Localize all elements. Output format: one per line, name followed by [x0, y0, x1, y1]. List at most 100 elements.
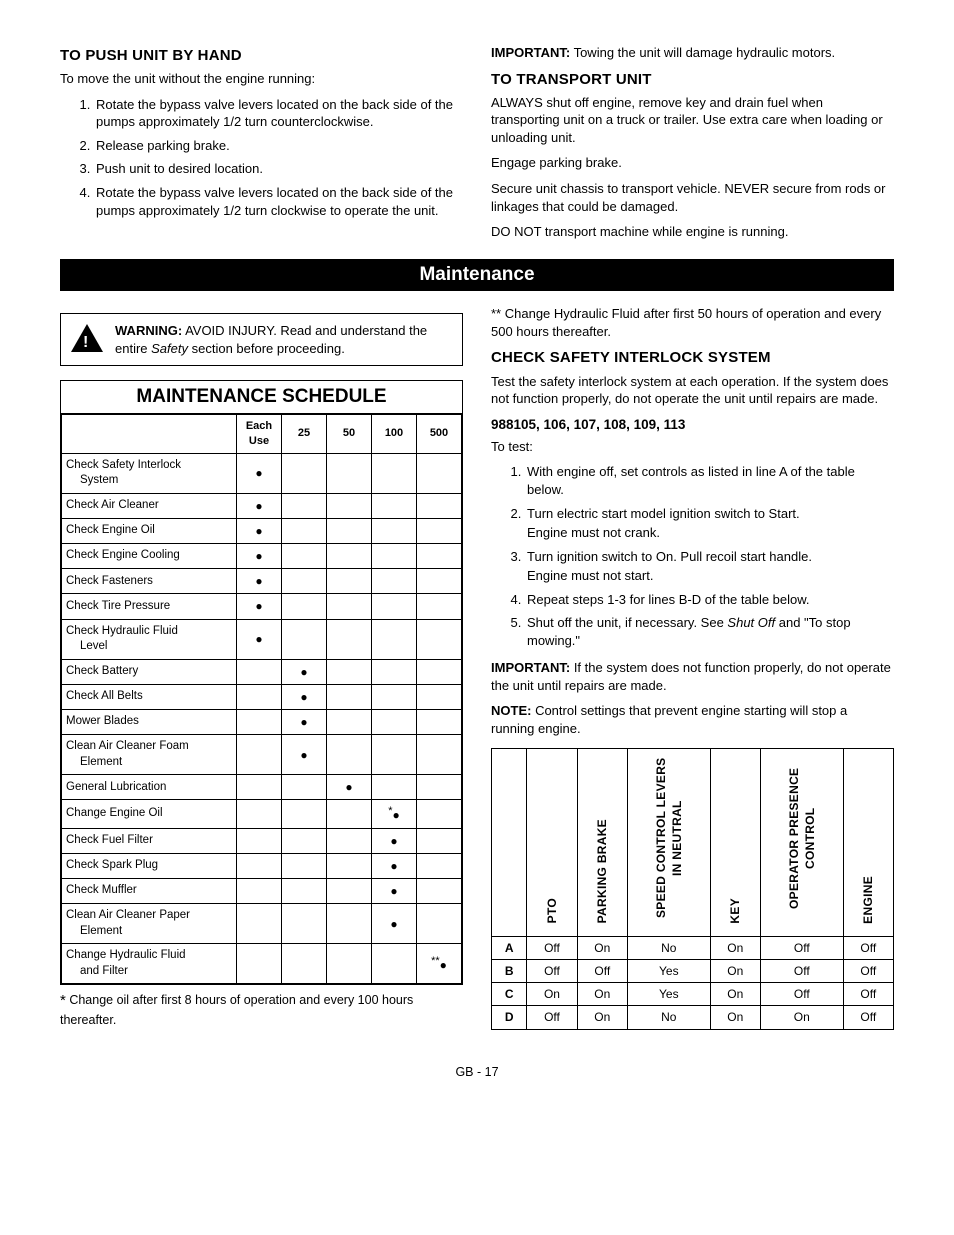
schedule-mark [327, 684, 372, 709]
step-text: Repeat steps 1-3 for lines B-D of the ta… [527, 592, 810, 607]
schedule-mark: ● [237, 594, 282, 619]
schedule-mark [237, 904, 282, 944]
sched-head: 25 [282, 415, 327, 454]
interlock-cell: Off [843, 1006, 893, 1029]
schedule-mark [237, 879, 282, 904]
schedule-row: Change Hydraulic Fluidand Filter**● [62, 944, 462, 984]
warning-text: WARNING: AVOID INJURY. Read and understa… [115, 322, 452, 357]
interlock-cell: On [710, 959, 760, 982]
interlock-head: ENGINE [843, 748, 893, 936]
step-text: Turn electric start model ignition switc… [527, 506, 800, 521]
schedule-mark [282, 544, 327, 569]
interlock-cell: Off [760, 983, 843, 1006]
schedule-mark [282, 569, 327, 594]
interlock-cell: On [527, 983, 577, 1006]
interlock-step: With engine off, set controls as listed … [525, 463, 894, 498]
important-label: IMPORTANT: [491, 660, 570, 675]
schedule-mark [282, 775, 327, 800]
schedule-row: Check All Belts ● [62, 684, 462, 709]
interlock-heading: CHECK SAFETY INTERLOCK SYSTEM [491, 348, 894, 368]
schedule-mark [327, 453, 372, 493]
schedule-mark [282, 518, 327, 543]
interlock-cell: On [577, 1006, 627, 1029]
schedule-mark: ● [372, 904, 417, 944]
schedule-item: Change Engine Oil [62, 800, 237, 828]
schedule-item: Check Engine Oil [62, 518, 237, 543]
schedule-mark [417, 493, 462, 518]
sched-head: 100 [372, 415, 417, 454]
push-unit-intro: To move the unit without the engine runn… [60, 70, 463, 88]
schedule-mark [282, 853, 327, 878]
interlock-head: PARKING BRAKE [577, 748, 627, 936]
schedule-mark [282, 944, 327, 984]
interlock-cell: On [760, 1006, 843, 1029]
schedule-item: Check Fuel Filter [62, 828, 237, 853]
schedule-mark [372, 569, 417, 594]
interlock-header-row: PTO PARKING BRAKE SPEED CONTROL LEVERS I… [492, 748, 894, 936]
schedule-item: Check Muffler [62, 879, 237, 904]
schedule-row: Check Tire Pressure● [62, 594, 462, 619]
schedule-mark [327, 800, 372, 828]
schedule-row: Clean Air Cleaner FoamElement● [62, 735, 462, 775]
warning-italic: Safety [151, 341, 188, 356]
schedule-mark [417, 828, 462, 853]
note-text: Control settings that prevent engine sta… [491, 703, 847, 736]
schedule-row: Change Engine Oil*● [62, 800, 462, 828]
schedule-mark [417, 518, 462, 543]
top-section: TO PUSH UNIT BY HAND To move the unit wi… [60, 40, 894, 249]
schedule-mark [237, 853, 282, 878]
sched-head: Each Use [237, 415, 282, 454]
interlock-cell: Off [843, 959, 893, 982]
interlock-step: Turn electric start model ignition switc… [525, 505, 894, 542]
interlock-cell: On [710, 1006, 760, 1029]
push-unit-heading: TO PUSH UNIT BY HAND [60, 46, 463, 66]
schedule-mark [417, 594, 462, 619]
schedule-mark [372, 710, 417, 735]
transport-para: Engage parking brake. [491, 154, 894, 172]
schedule-item: Check All Belts [62, 684, 237, 709]
schedule-mark [372, 544, 417, 569]
interlock-cell: Yes [627, 983, 710, 1006]
interlock-cell: Off [760, 936, 843, 959]
schedule-mark: ● [282, 735, 327, 775]
interlock-cell: On [710, 936, 760, 959]
schedule-mark [417, 710, 462, 735]
schedule-mark: ● [282, 684, 327, 709]
maintenance-schedule-table: Each Use 25 50 100 500 Check Safety Inte… [61, 414, 462, 984]
schedule-mark: ● [237, 569, 282, 594]
schedule-mark: ● [237, 453, 282, 493]
schedule-title: MAINTENANCE SCHEDULE [61, 381, 462, 414]
schedule-row: Check Engine Cooling● [62, 544, 462, 569]
schedule-mark [282, 594, 327, 619]
schedule-mark [417, 619, 462, 659]
push-step: Rotate the bypass valve levers located o… [94, 96, 463, 131]
important-towing: IMPORTANT: Towing the unit will damage h… [491, 44, 894, 62]
schedule-mark [417, 659, 462, 684]
interlock-cell: Off [577, 959, 627, 982]
transport-para: DO NOT transport machine while engine is… [491, 223, 894, 241]
interlock-head-label: SPEED CONTROL LEVERS IN NEUTRAL [653, 752, 685, 924]
schedule-row: Check Fasteners● [62, 569, 462, 594]
schedule-item: Clean Air Cleaner PaperElement [62, 904, 237, 944]
schedule-mark: ● [282, 710, 327, 735]
schedule-item: Check Safety InterlockSystem [62, 453, 237, 493]
schedule-header-row: Each Use 25 50 100 500 [62, 415, 462, 454]
schedule-mark [417, 904, 462, 944]
schedule-mark [237, 828, 282, 853]
schedule-mark: ● [372, 879, 417, 904]
sched-head: 50 [327, 415, 372, 454]
schedule-row: Mower Blades● [62, 710, 462, 735]
schedule-row: Check Hydraulic FluidLevel● [62, 619, 462, 659]
schedule-item: General Lubrication [62, 775, 237, 800]
schedule-item: Check Battery [62, 659, 237, 684]
schedule-mark [282, 800, 327, 828]
schedule-item: Check Engine Cooling [62, 544, 237, 569]
interlock-table: PTO PARKING BRAKE SPEED CONTROL LEVERS I… [491, 748, 894, 1030]
schedule-mark [372, 775, 417, 800]
important-text: Towing the unit will damage hydraulic mo… [570, 45, 835, 60]
schedule-mark: **● [417, 944, 462, 984]
schedule-mark [327, 594, 372, 619]
lower-section: WARNING: AVOID INJURY. Read and understa… [60, 301, 894, 1036]
interlock-row: AOffOnNoOnOffOff [492, 936, 894, 959]
interlock-head-label: KEY [727, 898, 743, 924]
